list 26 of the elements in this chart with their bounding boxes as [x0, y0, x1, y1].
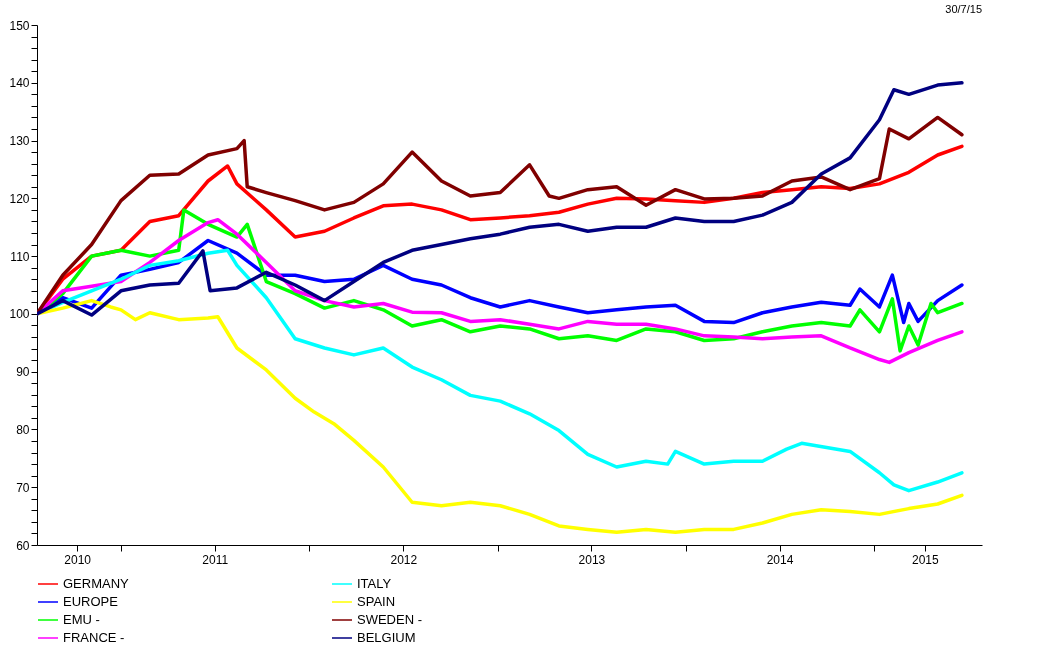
text: 30/7/15 — [945, 3, 982, 15]
y-tick-label: 80 — [16, 422, 30, 437]
legend-label: BELGIUM — [357, 630, 416, 645]
x-tick-label: 2013 — [578, 552, 606, 567]
y-tick-label: 100 — [9, 307, 30, 322]
y-tick-label: 110 — [10, 249, 30, 264]
y-tick-label: 60 — [16, 538, 30, 553]
y-tick-label: 120 — [9, 191, 30, 206]
x-tick-label: 2012 — [390, 552, 418, 567]
x-tick-label: 2015 — [911, 552, 939, 567]
legend-label: ITALY — [357, 576, 392, 591]
y-tick-label: 90 — [16, 365, 30, 380]
y-tick-label: 140 — [9, 76, 30, 91]
line-series — [37, 298, 964, 535]
x-tick-label: 2014 — [766, 552, 794, 567]
x-tick-label: 2010 — [64, 552, 92, 567]
y-tick-label: 70 — [16, 480, 30, 495]
legend-label: FRANCE - — [63, 630, 125, 645]
legend-label: EMU - — [63, 612, 100, 627]
y-tick-label: 130 — [9, 134, 30, 149]
x-tick-label: 2011 — [202, 552, 229, 567]
legend-label: GERMANY — [63, 576, 130, 591]
legend-label: SPAIN — [357, 594, 396, 609]
y-tick-label: 150 — [9, 18, 30, 33]
legend-label: SWEDEN - — [357, 612, 422, 627]
legend-label: EUROPE — [63, 594, 119, 609]
